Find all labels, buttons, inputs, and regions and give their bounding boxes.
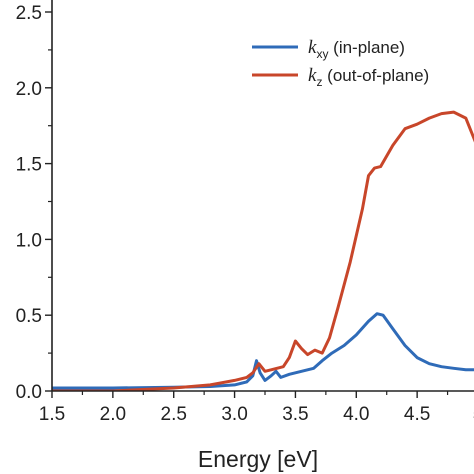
y-tick-label: 2.5 [16, 3, 42, 24]
x-tick-label: 1.5 [39, 404, 65, 425]
axes-layer: 1.5 2.0 2.5 3.0 3.5 4.0 4.5 5 0.0 0.5 1.0 1.5 2.0 2.5 [16, 0, 474, 425]
x-tick-label: 3.5 [282, 404, 308, 425]
legend-label: kxy (in-plane) [308, 37, 405, 61]
y-tick-label: 2.0 [16, 79, 42, 100]
x-tick-label: 4.0 [343, 404, 369, 425]
legend-entry-z: kz (out-of-plane) [252, 65, 429, 89]
x-tick-label: 3.0 [221, 404, 247, 425]
x-tick-label: 4.5 [404, 404, 430, 425]
y-tick-label: 0.5 [16, 306, 42, 327]
series-line-z [52, 110, 474, 391]
legend-label: kz (out-of-plane) [308, 65, 429, 89]
x-tick-label: 2.5 [161, 404, 187, 425]
x-tick-label: 5 [473, 404, 474, 425]
x-tick-label: 2.0 [100, 404, 126, 425]
series-layer [52, 110, 474, 391]
legend: kxy (in-plane) kz (out-of-plane) [252, 37, 429, 89]
legend-entry-xy: kxy (in-plane) [252, 37, 405, 61]
y-tick-label: 0.0 [16, 382, 42, 403]
x-axis-title: Energy [eV] [198, 446, 318, 472]
y-tick-label: 1.5 [16, 155, 42, 176]
series-line-xy [52, 312, 474, 390]
y-tick-label: 1.0 [16, 230, 42, 251]
